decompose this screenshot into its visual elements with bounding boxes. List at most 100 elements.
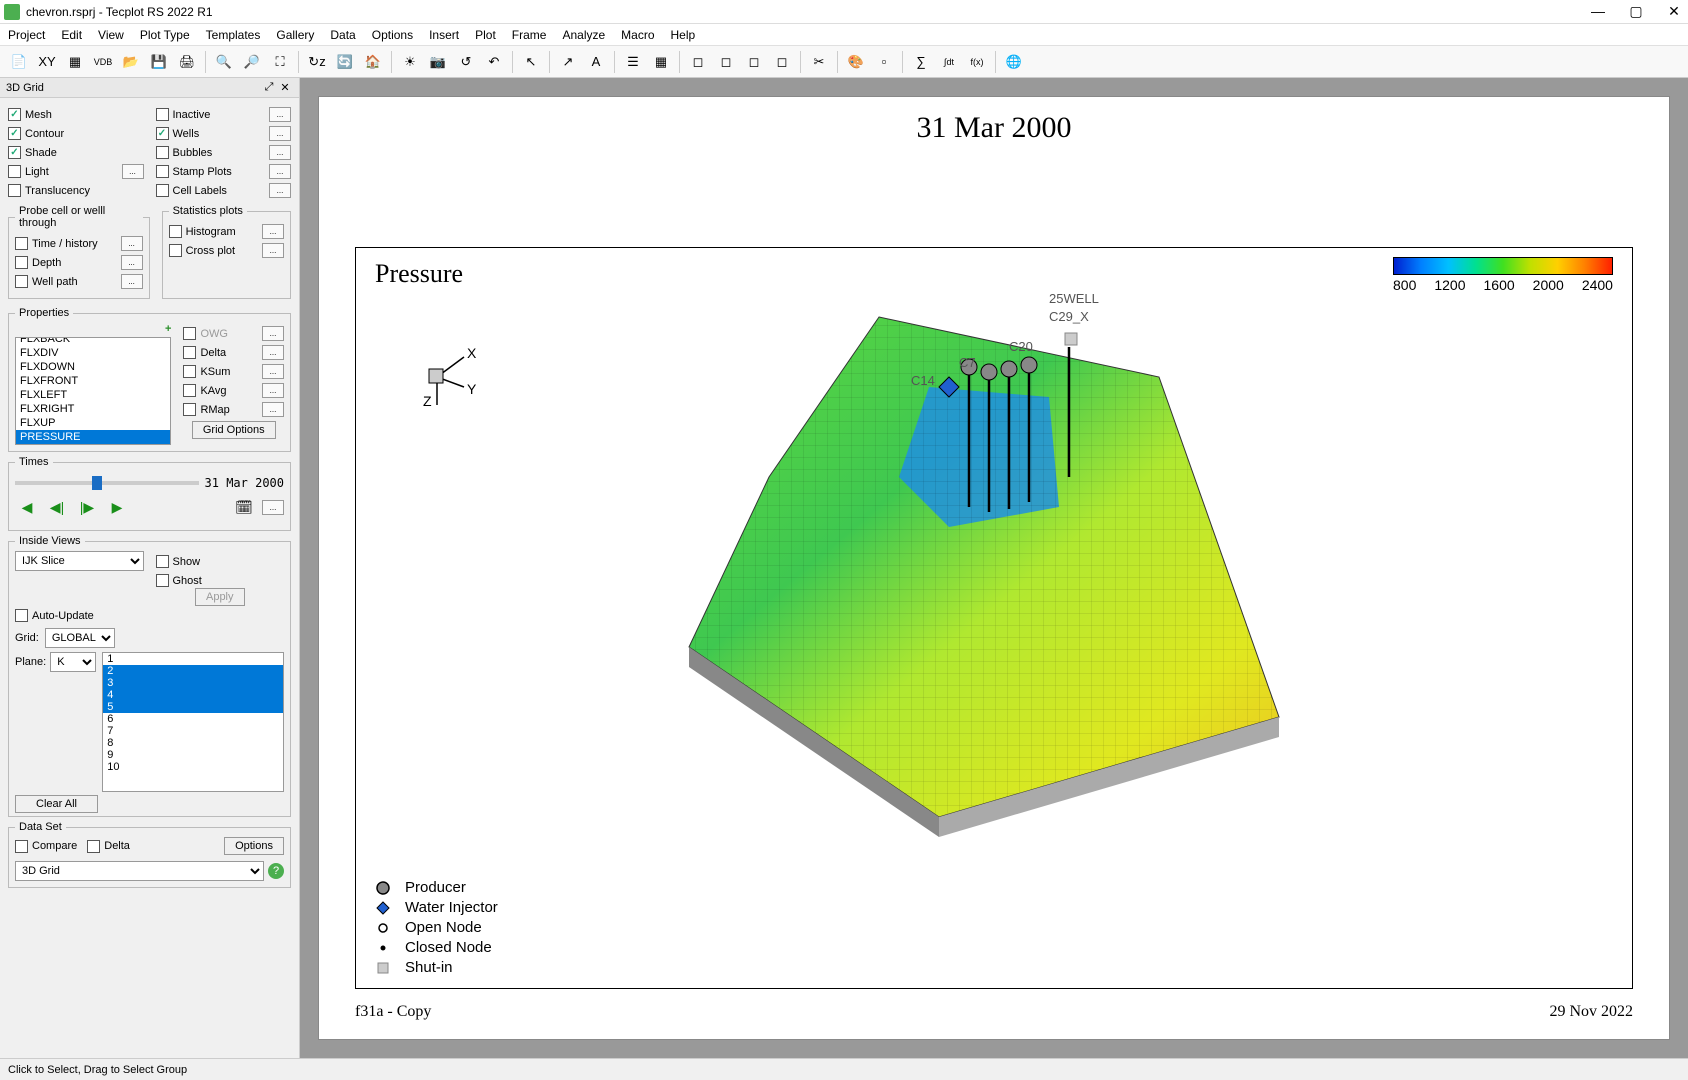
inactive-checkbox[interactable] xyxy=(156,108,169,121)
light-options-button[interactable]: ... xyxy=(122,164,144,179)
menu-plot-type[interactable]: Plot Type xyxy=(140,28,190,42)
dataset-select[interactable]: 3D Grid xyxy=(15,861,264,881)
sun-icon[interactable]: ☀ xyxy=(397,49,423,75)
open-xy-icon[interactable]: XY xyxy=(34,49,60,75)
zoom-in-icon[interactable]: 🔍 xyxy=(211,49,237,75)
clear-all-button[interactable]: Clear All xyxy=(15,795,98,813)
menu-data[interactable]: Data xyxy=(330,28,355,42)
probe-depth-checkbox[interactable] xyxy=(15,256,28,269)
menu-project[interactable]: Project xyxy=(8,28,45,42)
play-button[interactable]: ▶ xyxy=(105,496,129,518)
time-slider[interactable] xyxy=(15,481,199,485)
zoom-out-icon[interactable]: 🔎 xyxy=(239,49,265,75)
stamp-plots-options-button[interactable]: ... xyxy=(269,164,291,179)
panel3-icon[interactable]: ◻ xyxy=(741,49,767,75)
panel1-icon[interactable]: ◻ xyxy=(685,49,711,75)
probe-time-history-options[interactable]: ... xyxy=(121,236,143,251)
rotate-z-icon[interactable]: ↻z xyxy=(304,49,330,75)
grid-toggle-icon[interactable]: ▦ xyxy=(648,49,674,75)
contour-checkbox[interactable] xyxy=(8,127,21,140)
step-fwd-button[interactable]: |▶ xyxy=(75,496,99,518)
calc-icon[interactable]: ∑ xyxy=(908,49,934,75)
property-item[interactable]: FLXFRONT xyxy=(16,374,170,388)
panel-close-icon[interactable]: ✕ xyxy=(277,81,293,94)
property-item[interactable]: PRESSURE xyxy=(16,430,170,444)
time-slider-thumb[interactable] xyxy=(92,476,102,490)
plane-item[interactable]: 3 xyxy=(103,677,283,689)
legend-icon[interactable]: ☰ xyxy=(620,49,646,75)
reset-icon[interactable]: ↺ xyxy=(453,49,479,75)
shade-checkbox[interactable] xyxy=(8,146,21,159)
plane-item[interactable]: 10 xyxy=(103,761,283,773)
bubbles-options-button[interactable]: ... xyxy=(269,145,291,160)
print-icon[interactable]: 🖨 xyxy=(174,49,200,75)
panel4-icon[interactable]: ◻ xyxy=(769,49,795,75)
stop-button[interactable] xyxy=(202,496,226,518)
text-icon[interactable]: A xyxy=(583,49,609,75)
stats-cross-plot-options-button[interactable]: ... xyxy=(262,243,284,258)
plane-item[interactable]: 8 xyxy=(103,737,283,749)
plane-list[interactable]: 12345678910 xyxy=(102,652,284,792)
open-vdb-icon[interactable]: VDB xyxy=(90,49,116,75)
menu-options[interactable]: Options xyxy=(372,28,413,42)
add-property-button[interactable]: + xyxy=(165,323,171,335)
property-item[interactable]: FLXUP xyxy=(16,416,170,430)
rotate-icon[interactable]: 🔄 xyxy=(332,49,358,75)
fdt-icon[interactable]: ∫dt xyxy=(936,49,962,75)
plot-frame[interactable]: 31 Mar 2000 Pressure 8001200160020002400… xyxy=(318,96,1670,1040)
undo-icon[interactable]: ↶ xyxy=(481,49,507,75)
plane-item[interactable]: 9 xyxy=(103,749,283,761)
grid-options-button[interactable]: Grid Options xyxy=(192,421,276,439)
fx-icon[interactable]: f(x) xyxy=(964,49,990,75)
prop-delta-checkbox[interactable] xyxy=(183,346,196,359)
property-item[interactable]: FLXDIV xyxy=(16,346,170,360)
help-icon[interactable]: ? xyxy=(268,863,284,879)
dataset-options-button[interactable]: Options xyxy=(224,837,284,855)
grid-select[interactable]: GLOBAL xyxy=(45,628,115,648)
property-item[interactable]: FLXDOWN xyxy=(16,360,170,374)
plane-item[interactable]: 1 xyxy=(103,653,283,665)
prop-kavg-options-button[interactable]: ... xyxy=(262,383,284,398)
menu-gallery[interactable]: Gallery xyxy=(276,28,314,42)
mesh-checkbox[interactable] xyxy=(8,108,21,121)
menu-edit[interactable]: Edit xyxy=(61,28,82,42)
stats-histogram-options-button[interactable]: ... xyxy=(262,224,284,239)
plane-item[interactable]: 2 xyxy=(103,665,283,677)
cut-plane-icon[interactable]: ✂ xyxy=(806,49,832,75)
menu-templates[interactable]: Templates xyxy=(206,28,261,42)
grid-surface[interactable]: 25WELL C29_X C20 C7 C14 xyxy=(599,277,1299,837)
plane-item[interactable]: 7 xyxy=(103,725,283,737)
menu-macro[interactable]: Macro xyxy=(621,28,654,42)
open-grid-icon[interactable]: ▦ xyxy=(62,49,88,75)
light-checkbox[interactable] xyxy=(8,165,21,178)
property-item[interactable]: FLXRIGHT xyxy=(16,402,170,416)
menu-help[interactable]: Help xyxy=(671,28,696,42)
globe-icon[interactable]: 🌐 xyxy=(1001,49,1027,75)
apply-button[interactable]: Apply xyxy=(195,588,245,606)
menu-analyze[interactable]: Analyze xyxy=(562,28,605,42)
unknown-icon[interactable]: ▫ xyxy=(871,49,897,75)
panel-undock-icon[interactable]: ⤢ xyxy=(261,81,277,94)
open2-icon[interactable]: 📂 xyxy=(118,49,144,75)
step-first-button[interactable]: ◀ xyxy=(15,496,39,518)
bubbles-checkbox[interactable] xyxy=(156,146,169,159)
probe-time-history-checkbox[interactable] xyxy=(15,237,28,250)
window-close-icon[interactable]: ✕ xyxy=(1664,3,1684,20)
menu-insert[interactable]: Insert xyxy=(429,28,459,42)
time-options-button[interactable]: ... xyxy=(262,500,284,515)
inside-views-select[interactable]: IJK Slice xyxy=(15,551,144,571)
prop-delta-options-button[interactable]: ... xyxy=(262,345,284,360)
panel2-icon[interactable]: ◻ xyxy=(713,49,739,75)
owg-checkbox[interactable] xyxy=(183,327,196,340)
properties-list[interactable]: FLXBACKFLXDIVFLXDOWNFLXFRONTFLXLEFTFLXRI… xyxy=(15,337,171,445)
wells-options-button[interactable]: ... xyxy=(269,126,291,141)
cell-labels-checkbox[interactable] xyxy=(156,184,169,197)
fit-icon[interactable]: ⛶ xyxy=(267,49,293,75)
plane-axis-select[interactable]: K xyxy=(50,652,96,672)
menu-plot[interactable]: Plot xyxy=(475,28,496,42)
prop-rmap-options-button[interactable]: ... xyxy=(262,402,284,417)
window-minimize-icon[interactable]: — xyxy=(1588,3,1608,20)
prop-kavg-checkbox[interactable] xyxy=(183,384,196,397)
ghost-checkbox[interactable] xyxy=(156,574,169,587)
delta-checkbox[interactable] xyxy=(87,840,100,853)
